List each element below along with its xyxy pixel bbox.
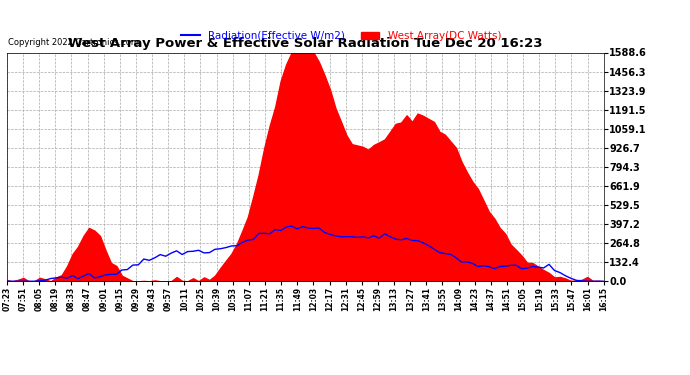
- Text: Copyright 2022 Cartronics.com: Copyright 2022 Cartronics.com: [8, 38, 139, 47]
- Legend: Radiation(Effective W/m2), West Array(DC Watts): Radiation(Effective W/m2), West Array(DC…: [177, 27, 505, 45]
- Title: West Array Power & Effective Solar Radiation Tue Dec 20 16:23: West Array Power & Effective Solar Radia…: [68, 37, 542, 50]
